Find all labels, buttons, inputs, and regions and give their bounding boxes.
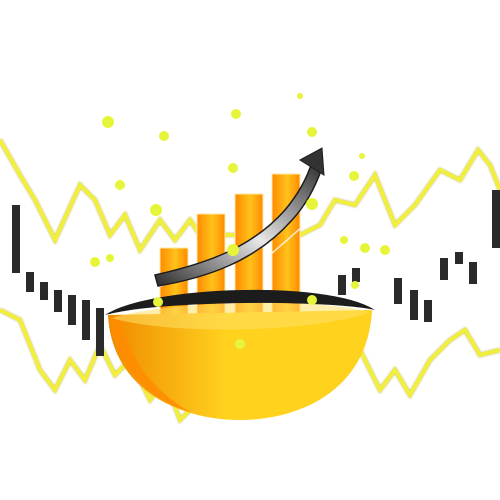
candle-16 xyxy=(492,190,500,248)
sparkle-dot-14 xyxy=(306,198,318,210)
sparkle-dot-20 xyxy=(235,339,245,349)
sparkle-dot-16 xyxy=(360,243,370,253)
candle-4 xyxy=(54,290,62,312)
sparkle-dot-12 xyxy=(106,254,114,262)
bowl-rim-inner xyxy=(112,302,370,330)
candle-2 xyxy=(26,272,34,292)
sparkle-dot-15 xyxy=(340,236,348,244)
candle-7 xyxy=(96,308,104,356)
candle-15 xyxy=(469,262,477,284)
sparkle-dot-11 xyxy=(90,257,100,267)
sparkle-dot-3 xyxy=(297,93,303,99)
sparkle-dot-8 xyxy=(359,153,365,159)
sparkle-dot-7 xyxy=(228,163,238,173)
candle-3 xyxy=(40,282,48,300)
candle-13 xyxy=(440,258,448,280)
candle-8 xyxy=(338,275,346,295)
bowl-shadow-left xyxy=(110,318,190,412)
sparkle-dot-10 xyxy=(349,171,359,181)
sparkle-dot-6 xyxy=(115,180,125,190)
sparkle-dots xyxy=(90,93,390,349)
candle-5 xyxy=(68,295,76,325)
candle-14 xyxy=(455,252,463,264)
candle-9 xyxy=(352,268,360,282)
bowl-rim xyxy=(105,289,375,315)
candle-10 xyxy=(394,278,402,304)
sparkle-dot-4 xyxy=(159,131,169,141)
sparkle-dot-1 xyxy=(102,116,114,128)
sparkle-dot-18 xyxy=(153,297,163,307)
candlestick-ticks xyxy=(12,190,500,356)
sparkle-dot-21 xyxy=(351,281,359,289)
candle-12 xyxy=(424,300,432,322)
sparkle-dot-17 xyxy=(380,245,390,255)
bar-highlight-4 xyxy=(271,228,301,254)
sparkle-dot-19 xyxy=(307,295,317,305)
candle-6 xyxy=(82,300,90,340)
bowl-body xyxy=(108,310,372,420)
candle-11 xyxy=(410,290,418,320)
sparkle-dot-13 xyxy=(227,244,239,256)
sparkle-dot-2 xyxy=(231,109,241,119)
candle-1 xyxy=(12,205,20,273)
arrow-head-icon xyxy=(299,147,325,176)
bowl xyxy=(105,289,375,420)
sparkle-dot-5 xyxy=(307,127,317,137)
sparkle-dot-9 xyxy=(150,204,162,216)
